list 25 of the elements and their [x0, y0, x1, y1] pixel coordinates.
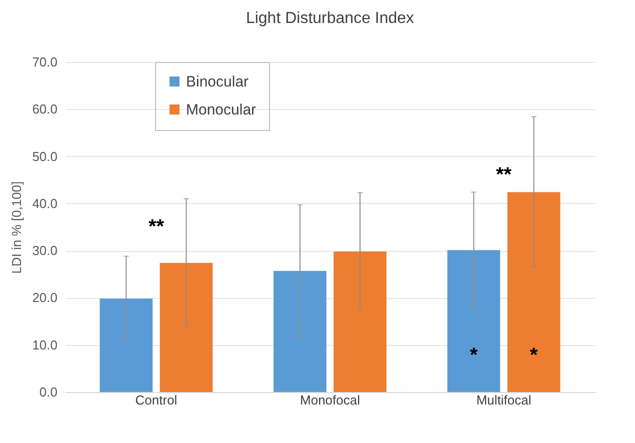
- bar: [334, 252, 386, 392]
- y-tick-label: 10.0: [32, 337, 58, 352]
- bar: [447, 250, 500, 392]
- y-tick-label: 20.0: [32, 290, 58, 306]
- y-tick-label: 60.0: [32, 102, 58, 117]
- bar: [507, 192, 560, 392]
- y-tick-label: 0.0: [39, 384, 58, 400]
- bar: [274, 270, 326, 392]
- x-tick-label: Monofocal: [300, 392, 360, 408]
- y-tick-label: 30.0: [32, 243, 58, 258]
- annotation: *: [530, 344, 538, 367]
- annotation: *: [470, 344, 478, 367]
- annotation: **: [496, 164, 512, 186]
- y-tick-label: 50.0: [32, 148, 58, 164]
- chart-title: Light Disturbance Index: [246, 10, 414, 27]
- y-tick-label: 40.0: [32, 196, 58, 211]
- bar: [160, 262, 213, 392]
- y-axis-title: LDI in % [0,100]: [9, 181, 24, 274]
- legend-label: Binocular: [186, 74, 249, 90]
- legend-label: Monocular: [186, 102, 256, 118]
- y-tick-label: 70.0: [32, 54, 58, 70]
- annotation: **: [148, 216, 164, 238]
- x-tick-label: Multifocal: [476, 392, 532, 408]
- bar: [100, 298, 153, 392]
- x-tick-label: Control: [135, 392, 178, 408]
